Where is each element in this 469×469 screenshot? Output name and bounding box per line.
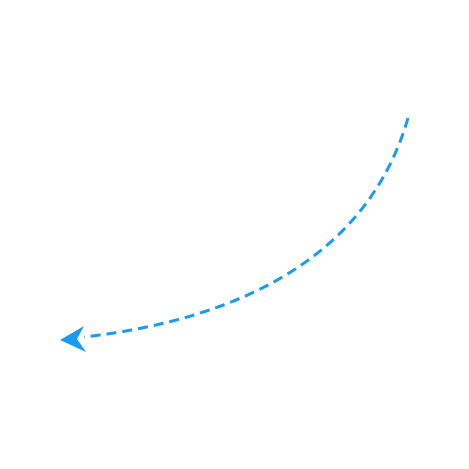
arrowhead <box>60 326 86 352</box>
dashed-curve <box>83 117 410 339</box>
